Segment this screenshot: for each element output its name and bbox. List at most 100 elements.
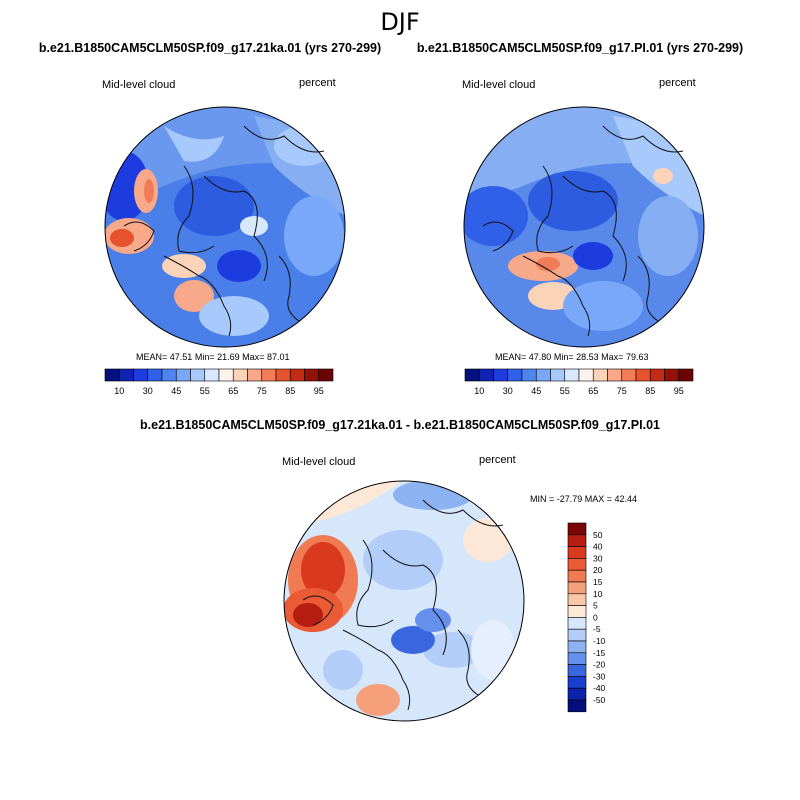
panel1-max-label: Max= — [242, 352, 265, 362]
panel2-colorbar-label: 10 — [474, 386, 484, 396]
panel1-colorbar-label: 30 — [143, 386, 153, 396]
panel3-colorbar-box — [567, 522, 587, 536]
panel3-colorbar-box — [567, 558, 587, 571]
panel1-colorbar-box — [289, 368, 305, 382]
panel2-colorbar-box — [507, 368, 523, 382]
panel2-colorbar: 10 30 45 55 65 75 85 95 — [464, 368, 694, 396]
panel3-colorbar-box — [567, 687, 587, 701]
panel3-colorbar-box — [567, 628, 587, 642]
panel2-colorbar-label: 45 — [531, 386, 541, 396]
panel1-min: 21.69 — [217, 352, 240, 362]
panel1-colorbar-box — [275, 368, 291, 382]
panel2-colorbar-box — [478, 368, 494, 382]
panel2-colorbar-box — [678, 368, 694, 382]
panel3-variable: Mid-level cloud — [282, 456, 356, 468]
panel2-colorbar-box — [664, 368, 680, 382]
panel2-colorbar-label: 85 — [645, 386, 655, 396]
panel2-colorbar-box — [550, 368, 566, 382]
panel3-colorbar-label: -5 — [593, 624, 601, 634]
panel1-colorbar-box — [261, 368, 277, 382]
panel3-colorbar-box — [567, 617, 587, 630]
panel1-colorbar-label: 55 — [200, 386, 210, 396]
panel3-colorbar-box — [567, 593, 587, 606]
panel3-colorbar-box — [567, 664, 587, 677]
panel3-colorbar-box — [567, 640, 587, 654]
panel2-min: 28.53 — [576, 352, 599, 362]
panel3-minmax: MIN = -27.79 MAX = 42.44 — [530, 494, 638, 504]
panel1-stats: MEAN= 47.51 Min= 21.69 Max= 87.01 — [136, 352, 289, 362]
panel2-colorbar-box — [649, 368, 665, 382]
panel3-colorbar-label: -15 — [593, 648, 606, 658]
panel1-colorbar-label: 10 — [114, 386, 124, 396]
panel3-colorbar-box — [567, 676, 587, 689]
panel3-colorbar-label: 30 — [593, 553, 603, 563]
panel2-colorbar-label: 65 — [588, 386, 598, 396]
panel1-colorbar-box — [204, 368, 220, 382]
panel2-stats: MEAN= 47.80 Min= 28.53 Max= 79.63 — [495, 352, 648, 362]
panel2-max-label: Max= — [601, 352, 624, 362]
panel3-colorbar-label: -40 — [593, 683, 606, 693]
panel3-units: percent — [479, 454, 516, 466]
panel3-colorbar-label: -30 — [593, 671, 606, 681]
panel2-variable: Mid-level cloud — [462, 79, 536, 91]
panel3-colorbar-box — [567, 652, 587, 665]
panel1-colorbar-label: 85 — [285, 386, 295, 396]
panel1-colorbar-box — [318, 368, 334, 382]
panel2-colorbar-label: 95 — [674, 386, 684, 396]
panel1-colorbar-box — [190, 368, 206, 382]
panel1-colorbar-box — [232, 368, 248, 382]
panel3-colorbar-box — [567, 569, 587, 583]
panel1-units: percent — [299, 77, 336, 89]
panel3-colorbar-label: -10 — [593, 636, 606, 646]
panel1-colorbar-label: 75 — [257, 386, 267, 396]
panel3-colorbar-label: -20 — [593, 660, 606, 670]
panel3-colorbar-label: 5 — [593, 601, 598, 611]
panel2-colorbar-box — [521, 368, 537, 382]
panel1-min-label: Min= — [194, 352, 215, 362]
panel3-title: b.e21.B1850CAM5CLM50SP.f09_g17.21ka.01 -… — [140, 418, 660, 432]
panel2-mean-label: MEAN= — [495, 352, 527, 362]
panel2-colorbar-box — [592, 368, 608, 382]
panel3-colorbar-box — [567, 534, 587, 547]
panel1-colorbar-box — [161, 368, 177, 382]
panel3-colorbar-box — [567, 546, 587, 559]
panel1-colorbar-box — [218, 368, 234, 382]
panel1-colorbar-box — [304, 368, 320, 382]
panel2-map — [463, 106, 705, 348]
panel1-colorbar-box — [133, 368, 149, 382]
panel2-colorbar-box — [464, 368, 480, 382]
panel3-colorbar-label: -50 — [593, 695, 606, 705]
panel2-colorbar-box — [635, 368, 651, 382]
panel3-colorbar-box — [567, 699, 587, 713]
panel2-colorbar-label: 55 — [560, 386, 570, 396]
panel1-colorbar-box — [247, 368, 263, 382]
panel3-colorbar-label: 40 — [593, 542, 603, 552]
panel1-colorbar-box — [175, 368, 191, 382]
panel1-colorbar: 10 30 45 55 65 75 85 95 — [104, 368, 334, 396]
panel1-colorbar-label: 95 — [314, 386, 324, 396]
panel2-colorbar-box — [564, 368, 580, 382]
panel1-map — [104, 106, 346, 348]
panel1-title: b.e21.B1850CAM5CLM50SP.f09_g17.21ka.01 (… — [38, 41, 382, 55]
panel3-map — [283, 480, 525, 722]
panel2-min-label: Min= — [553, 352, 574, 362]
panel3-colorbar-label: 15 — [593, 577, 603, 587]
panel2-title: b.e21.B1850CAM5CLM50SP.f09_g17.PI.01 (yr… — [416, 41, 744, 55]
panel2-max: 79.63 — [625, 352, 649, 362]
panel2-colorbar-label: 75 — [617, 386, 627, 396]
panel1-variable: Mid-level cloud — [102, 79, 176, 91]
panel2-colorbar-box — [493, 368, 509, 382]
panel3-colorbar-label: 20 — [593, 565, 603, 575]
panel2-mean: 47.80 — [528, 352, 552, 362]
panel3-colorbar-label: 0 — [593, 612, 598, 622]
panel1-mean: 47.51 — [169, 352, 193, 362]
panel2-colorbar-box — [607, 368, 623, 382]
panel1-mean-label: MEAN= — [136, 352, 168, 362]
season-title: DJF — [380, 8, 420, 36]
panel3-colorbar-box — [567, 581, 587, 595]
panel2-colorbar-label: 30 — [503, 386, 513, 396]
panel2-units: percent — [659, 77, 696, 89]
panel2-colorbar-box — [535, 368, 551, 382]
panel1-colorbar-label: 65 — [228, 386, 238, 396]
